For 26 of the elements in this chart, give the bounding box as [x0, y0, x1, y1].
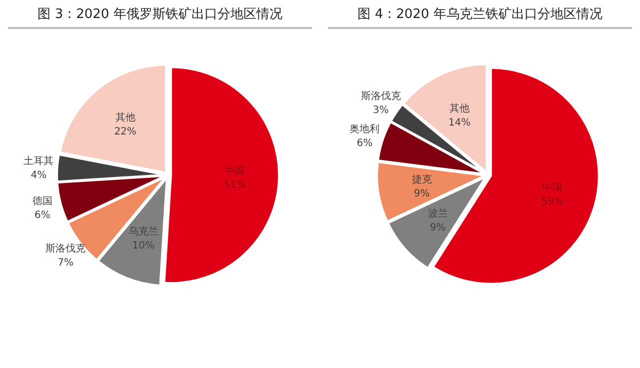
- chart-title: 图 3：2020 年俄罗斯铁矿出口分地区情况: [38, 7, 282, 22]
- slice-label: 斯洛伐克: [360, 90, 401, 102]
- chart-title: 图 4：2020 年乌克兰铁矿出口分地区情况: [358, 7, 602, 22]
- slice-label: 中国: [224, 165, 245, 178]
- data-label: 4%: [30, 170, 47, 181]
- data-label: 6%: [356, 138, 373, 149]
- data-label: 22%: [114, 126, 136, 138]
- slice-label: 其他: [449, 102, 470, 114]
- slice-label: 中国: [542, 182, 562, 194]
- slice-label: 乌克兰: [128, 225, 158, 238]
- data-label: 10%: [132, 240, 154, 252]
- slice-label: 土耳其: [24, 154, 54, 167]
- data-label: 7%: [58, 257, 74, 268]
- slice-label: 德国: [32, 196, 52, 208]
- slice-label: 斯洛伐克: [46, 242, 86, 254]
- data-label: 51%: [224, 180, 246, 192]
- data-label: 6%: [34, 210, 50, 222]
- slice-label: 波兰: [428, 207, 448, 220]
- data-label: 14%: [448, 117, 471, 128]
- slice-label: 奥地利: [350, 122, 380, 135]
- data-label: 9%: [414, 188, 430, 200]
- data-label: 59%: [541, 196, 564, 208]
- slice-label: 捷克: [412, 173, 432, 186]
- slice-label: 其他: [115, 111, 136, 124]
- data-label: 3%: [372, 105, 389, 116]
- data-label: 9%: [430, 222, 446, 234]
